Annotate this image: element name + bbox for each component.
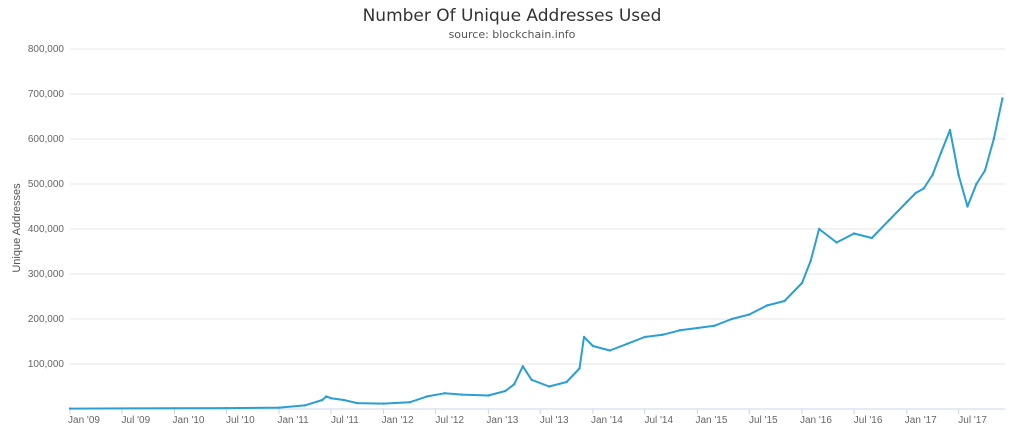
y-tick-label: 600,000 bbox=[28, 134, 65, 145]
data-point bbox=[983, 169, 987, 172]
x-tick-label: Jan '10 bbox=[173, 415, 205, 426]
data-point bbox=[382, 402, 385, 405]
y-tick-label: 400,000 bbox=[28, 224, 65, 235]
data-point bbox=[356, 401, 359, 405]
data-point bbox=[329, 397, 333, 400]
data-point bbox=[914, 191, 917, 195]
data-point bbox=[321, 398, 324, 402]
y-tick-label: 100,000 bbox=[28, 359, 65, 370]
data-point bbox=[1001, 97, 1004, 100]
x-tick-label: Jul '14 bbox=[644, 415, 673, 426]
data-point bbox=[460, 393, 464, 396]
data-point bbox=[591, 344, 595, 348]
data-point bbox=[678, 329, 682, 332]
data-point bbox=[504, 389, 507, 393]
data-point bbox=[303, 404, 307, 407]
y-tick-label: 500,000 bbox=[28, 179, 65, 190]
data-point bbox=[809, 259, 813, 262]
x-tick-label: Jan '11 bbox=[277, 415, 309, 426]
y-tick-label: 800,000 bbox=[28, 44, 65, 55]
data-point bbox=[530, 378, 533, 381]
data-point bbox=[992, 137, 996, 141]
x-tick-label: Jul '15 bbox=[749, 415, 778, 426]
series-line bbox=[69, 98, 1004, 410]
data-point bbox=[931, 173, 934, 177]
x-tick-label: Jan '09 bbox=[68, 415, 100, 426]
grid-lines bbox=[70, 48, 1005, 365]
data-point bbox=[948, 128, 952, 132]
data-point bbox=[852, 232, 856, 235]
y-tick-label: 200,000 bbox=[28, 314, 65, 325]
data-point bbox=[512, 383, 516, 386]
data-point bbox=[939, 151, 943, 154]
x-tick-label: Jan '14 bbox=[591, 415, 623, 426]
chart-title: Number Of Unique Addresses Used bbox=[362, 6, 662, 26]
x-tick-label: Jul '17 bbox=[958, 415, 987, 426]
data-point bbox=[922, 187, 925, 190]
data-point bbox=[748, 313, 751, 316]
data-point bbox=[547, 385, 551, 388]
data-point bbox=[626, 342, 629, 345]
data-point bbox=[905, 200, 908, 204]
data-point bbox=[765, 304, 769, 307]
y-tick-label: 300,000 bbox=[28, 269, 65, 280]
data-point bbox=[713, 324, 716, 327]
data-point bbox=[582, 335, 586, 339]
data-point bbox=[966, 205, 969, 208]
data-point bbox=[277, 406, 281, 409]
data-point bbox=[68, 407, 72, 410]
x-tick-label: Jan '17 bbox=[905, 415, 937, 426]
x-tick-label: Jan '13 bbox=[486, 415, 518, 426]
data-point bbox=[487, 394, 490, 397]
data-point bbox=[888, 218, 891, 222]
data-point bbox=[578, 367, 581, 370]
data-point bbox=[225, 406, 228, 410]
y-axis-tick-labels: 100,000 200,000 300,000 400,000 500,000 600,0… bbox=[28, 44, 65, 370]
x-axis: Jan '09 Jul '09 Jan '10 Jul '10 Jan '11 Jul '… bbox=[68, 408, 1005, 426]
data-point bbox=[783, 299, 786, 303]
data-point bbox=[957, 173, 960, 177]
x-tick-label: Jul '16 bbox=[854, 415, 883, 426]
data-point bbox=[425, 395, 429, 398]
x-tick-label: Jul '09 bbox=[122, 415, 151, 426]
x-tick-label: Jan '16 bbox=[800, 415, 832, 426]
data-point bbox=[443, 392, 446, 395]
data-point bbox=[521, 365, 524, 368]
data-point bbox=[661, 333, 664, 336]
x-tick-label: Jul '12 bbox=[435, 415, 464, 426]
data-point bbox=[173, 407, 176, 410]
x-tick-label: Jul '11 bbox=[331, 415, 359, 426]
data-point bbox=[730, 317, 734, 321]
y-tick-label: 700,000 bbox=[28, 89, 65, 100]
data-point bbox=[565, 380, 568, 384]
data-point bbox=[643, 335, 646, 339]
data-point bbox=[800, 281, 804, 285]
data-point bbox=[817, 227, 821, 231]
data-point bbox=[342, 398, 345, 402]
data-point bbox=[975, 182, 978, 186]
x-tick-label: Jul '13 bbox=[540, 415, 569, 426]
data-point bbox=[870, 236, 874, 240]
x-tick-label: Jul '10 bbox=[226, 415, 255, 426]
x-tick-label: Jan '12 bbox=[382, 415, 414, 426]
x-tick-label: Jan '15 bbox=[695, 415, 727, 426]
y-axis-title: Unique Addresses bbox=[11, 183, 23, 273]
data-point bbox=[408, 401, 411, 404]
series-layer bbox=[68, 97, 1004, 410]
data-point bbox=[325, 395, 328, 398]
data-point bbox=[696, 326, 699, 330]
data-point bbox=[608, 349, 612, 352]
chart-subtitle: source: blockchain.info bbox=[448, 28, 576, 41]
data-point bbox=[835, 241, 838, 244]
